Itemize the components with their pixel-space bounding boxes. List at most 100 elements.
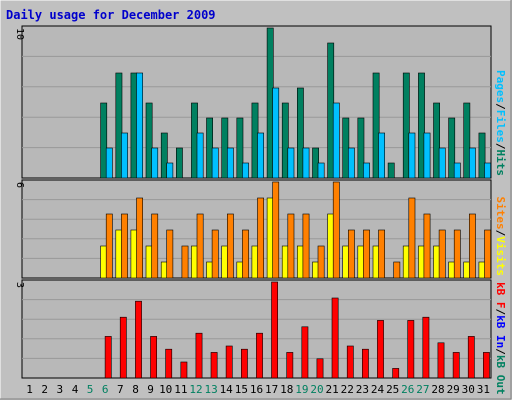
bar-files-day-13 [211,147,219,179]
legend-bottom: kB F/kB In/kB Out [494,282,507,395]
bar-kb-f-day-15 [241,348,248,379]
bar-files-day-6 [105,147,113,179]
bar-sites-day-6 [105,213,113,279]
bar-files-day-30 [468,147,476,179]
bar-visits-day-8 [130,229,138,279]
chart-title: Daily usage for December 2009 [6,8,216,22]
x-tick-label-day-5: 5 [87,383,94,396]
bar-kb-f-day-8 [135,300,142,379]
legend-hits: Hits [494,150,507,177]
bar-hits-day-23 [357,117,365,179]
x-tick-label-day-1: 1 [26,383,33,396]
bar-hits-day-19 [296,87,304,179]
bar-kb-f-day-10 [165,348,173,379]
legend-separator: / [494,103,507,110]
bar-files-day-17 [272,87,280,179]
bar-hits-day-24 [372,72,380,179]
x-tick-label-day-26: 26 [401,383,414,396]
x-tick-label-day-20: 20 [310,383,323,396]
bar-files-day-10 [166,162,174,179]
bar-files-day-16 [257,132,264,179]
x-tick-label-day-6: 6 [102,383,109,396]
bar-sites-day-30 [468,213,476,279]
bar-sites-day-9 [151,213,159,279]
bar-visits-day-15 [236,261,244,279]
x-tick-label-day-27: 27 [416,383,429,396]
x-tick-label-day-31: 31 [477,383,490,396]
legend-kb-f: kB F [494,282,507,309]
legend-visits: Visits [494,236,507,276]
bar-sites-day-13 [211,229,219,279]
bar-kb-f-day-12 [195,332,203,379]
bar-sites-day-12 [196,213,204,279]
bar-kb-f-day-17 [271,281,278,379]
bar-visits-day-13 [206,261,213,279]
bar-hits-day-16 [251,102,259,179]
bar-sites-day-8 [136,197,143,279]
bar-kb-f-day-18 [286,352,294,379]
x-tick-label-day-12: 12 [189,383,202,396]
bar-kb-f-day-16 [256,332,263,379]
bar-hits-day-8 [130,72,138,179]
bar-files-day-18 [287,147,295,179]
legend-middle: Sites/Visits [494,197,507,277]
bar-hits-day-31 [478,132,486,179]
bar-kb-f-day-28 [437,342,445,379]
bar-sites-day-19 [302,213,310,279]
bar-sites-day-10 [166,229,174,279]
bar-files-day-14 [227,147,234,179]
x-tick-label-day-16: 16 [250,383,263,396]
x-tick-label-day-30: 30 [462,383,475,396]
bar-files-day-7 [121,132,128,179]
bar-sites-day-29 [453,229,461,279]
bar-kb-f-day-25 [392,368,400,379]
bar-sites-day-24 [378,229,385,279]
bar-files-day-9 [151,147,159,179]
bar-hits-day-6 [100,102,108,179]
bar-sites-day-28 [438,229,446,279]
x-tick-label-day-17: 17 [265,383,278,396]
legend-separator: / [494,143,507,150]
bar-hits-day-30 [463,102,471,179]
legend-sites: Sites [494,197,507,230]
bar-sites-day-11 [181,245,189,279]
bar-kb-f-day-24 [377,320,384,379]
bar-sites-day-26 [408,197,416,279]
x-tick-label-day-18: 18 [280,383,293,396]
bar-hits-day-22 [342,117,350,179]
legend-separator: / [494,309,507,316]
bar-hits-day-29 [448,117,456,179]
x-tick-label-day-7: 7 [117,383,124,396]
bar-kb-f-day-9 [150,336,157,379]
bar-hits-day-27 [418,72,425,179]
bar-sites-day-7 [121,213,128,279]
bar-hits-day-7 [115,72,123,179]
bar-sites-day-31 [484,229,491,279]
x-tick-label-day-19: 19 [295,383,308,396]
bar-kb-f-day-29 [452,352,460,379]
bar-sites-day-25 [393,261,401,279]
bar-files-day-24 [378,132,385,179]
bar-visits-day-22 [342,245,350,279]
x-tick-label-day-14: 14 [220,383,234,396]
bar-sites-day-17 [272,181,280,279]
bar-kb-f-day-20 [316,358,324,379]
bar-hits-day-28 [433,102,440,179]
x-tick-label-day-13: 13 [204,383,217,396]
bar-sites-day-20 [317,245,325,279]
x-tick-label-day-25: 25 [386,383,399,396]
bar-hits-day-9 [145,102,153,179]
legend-top: Pages/Files/Hits [494,70,507,176]
x-tick-label-day-4: 4 [72,383,79,396]
bar-files-day-27 [423,132,431,179]
bar-files-day-8 [136,72,143,179]
bar-kb-f-day-14 [225,345,233,379]
bar-hits-day-21 [327,42,335,179]
x-tick-label-day-9: 9 [147,383,154,396]
bar-visits-day-7 [115,229,123,279]
bar-kb-f-day-7 [119,316,127,379]
x-tick-label-day-3: 3 [56,383,63,396]
bar-visits-day-12 [191,245,198,279]
y-max-label-middle: 6 [14,182,25,188]
